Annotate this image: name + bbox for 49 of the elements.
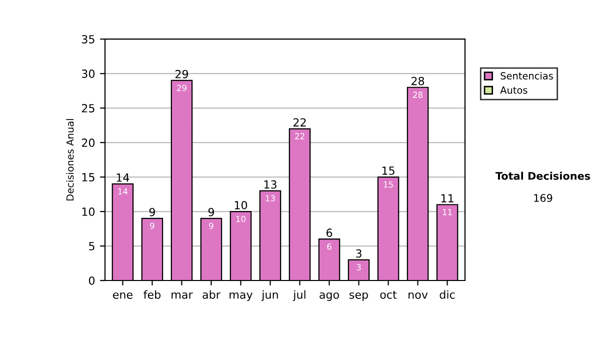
data-label: 9 — [150, 222, 154, 230]
y-tick-label: 10 — [82, 208, 95, 216]
y-axis-title: Decisiones Anual — [66, 119, 74, 200]
annotation: 3 — [356, 249, 362, 258]
y-tick-label: 15 — [82, 173, 94, 182]
y-tick-label: 35 — [82, 35, 94, 44]
annotation: 28 — [412, 76, 424, 86]
x-tick-label: mar — [172, 292, 193, 299]
data-label: 10 — [236, 216, 246, 222]
x-tick-label: abr — [202, 290, 220, 299]
annotation: 22 — [294, 118, 306, 126]
data-label: 29 — [177, 84, 186, 92]
annotation: 13 — [264, 180, 276, 189]
x-tick-label: ago — [320, 292, 339, 301]
data-label: 3 — [356, 264, 361, 270]
y-tick-label: 30 — [82, 70, 95, 78]
annotation: 9 — [149, 208, 155, 216]
x-tick-label: feb — [144, 290, 161, 299]
data-label: 9 — [209, 222, 214, 230]
y-tick-label: 5 — [89, 242, 94, 250]
data-label: 14 — [118, 188, 128, 194]
annotation: 6 — [326, 228, 332, 237]
y-tick-label: 25 — [82, 104, 94, 112]
legend-label: Autos — [500, 86, 528, 94]
y-tick-label: 0 — [88, 276, 95, 285]
text: Total Decisiones — [495, 172, 590, 180]
data-label: 15 — [384, 181, 393, 188]
x-tick-label: jul — [292, 290, 306, 301]
x-tick-label: sep — [350, 292, 368, 301]
data-label: 6 — [327, 243, 332, 250]
x-tick-label: nov — [408, 292, 428, 299]
annotation: 29 — [175, 70, 188, 78]
data-label: 22 — [295, 133, 304, 140]
x-tick-label: ene — [112, 292, 132, 299]
y-tick-label: 20 — [82, 138, 95, 147]
x-tick-label: dic — [440, 290, 455, 299]
legend-label: Sentencias — [500, 72, 553, 80]
annotation: 14 — [116, 174, 130, 182]
data-label: 28 — [413, 92, 423, 98]
x-tick-label: may — [230, 292, 253, 301]
annotation: 9 — [208, 208, 214, 216]
x-tick-label: jun — [261, 290, 278, 301]
text: 169 — [534, 194, 552, 202]
data-label: 13 — [266, 195, 275, 202]
annotation: 11 — [441, 194, 454, 202]
annotation: 15 — [382, 166, 394, 175]
annotation: 10 — [234, 200, 248, 210]
x-tick-label: oct — [380, 290, 397, 299]
data-label: 11 — [442, 209, 452, 216]
